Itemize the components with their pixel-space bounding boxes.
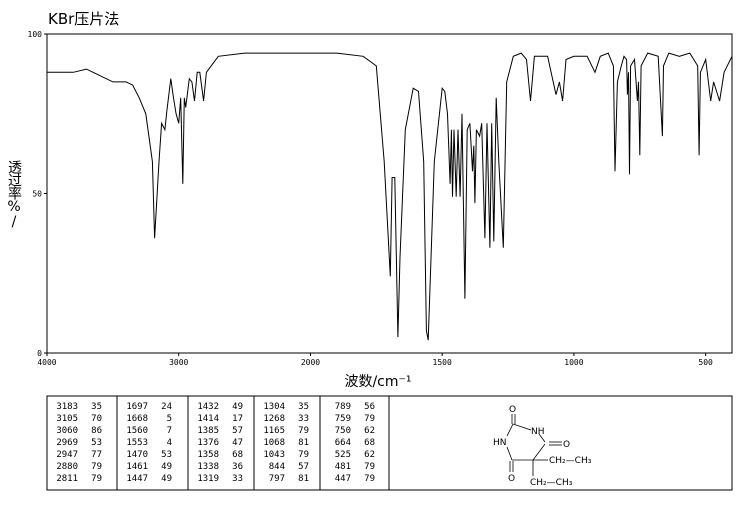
peak-wavenumber: 1068 xyxy=(263,438,285,448)
peak-transmittance: 36 xyxy=(232,462,243,472)
peak-wavenumber: 750 xyxy=(335,426,351,436)
peak-transmittance: 49 xyxy=(161,462,172,472)
atom-label: NH xyxy=(531,427,545,437)
bond xyxy=(532,443,546,461)
peak-wavenumber: 1165 xyxy=(263,426,285,436)
peak-transmittance: 79 xyxy=(91,474,102,484)
peak-transmittance: 79 xyxy=(298,426,309,436)
bond xyxy=(506,423,514,437)
peak-wavenumber: 1461 xyxy=(126,462,148,472)
peak-wavenumber: 1358 xyxy=(197,450,219,460)
peak-transmittance: 53 xyxy=(161,450,172,460)
peak-wavenumber: 1338 xyxy=(197,462,219,472)
bond xyxy=(538,433,546,443)
peak-transmittance: 79 xyxy=(364,414,375,424)
peak-transmittance: 35 xyxy=(91,402,102,412)
peak-transmittance: 35 xyxy=(298,402,309,412)
x-axis-label: 波数/cm⁻¹ xyxy=(344,374,411,390)
atom-label: O xyxy=(509,405,516,415)
peak-wavenumber: 3060 xyxy=(56,426,78,436)
peak-transmittance: 77 xyxy=(91,450,102,460)
spectrum-line xyxy=(47,52,733,341)
peak-wavenumber: 1319 xyxy=(197,474,219,484)
peak-transmittance: 17 xyxy=(232,414,243,424)
y-tick-label: 50 xyxy=(32,190,42,199)
peak-wavenumber: 447 xyxy=(335,474,351,484)
peak-wavenumber: 2880 xyxy=(56,462,78,472)
x-tick-label: 1500 xyxy=(433,358,452,367)
peak-wavenumber: 1697 xyxy=(126,402,148,412)
peak-transmittance: 24 xyxy=(161,402,172,412)
peak-transmittance: 49 xyxy=(232,402,243,412)
peak-transmittance: 33 xyxy=(232,474,243,484)
y-tick-label: 100 xyxy=(28,30,43,39)
atom-label: CH₂—CH₃ xyxy=(530,478,573,488)
peak-transmittance: 68 xyxy=(364,438,375,448)
peak-wavenumber: 2947 xyxy=(56,450,78,460)
bond xyxy=(512,423,532,431)
peak-wavenumber: 759 xyxy=(335,414,351,424)
peak-wavenumber: 1432 xyxy=(197,402,219,412)
peak-transmittance: 47 xyxy=(232,438,243,448)
plot-frame xyxy=(46,33,733,354)
peak-wavenumber: 3183 xyxy=(56,402,78,412)
peak-wavenumber: 1268 xyxy=(263,414,285,424)
peak-transmittance: 62 xyxy=(364,450,375,460)
chart-title: KBr压片法 xyxy=(48,10,119,28)
peak-wavenumber: 1668 xyxy=(126,414,148,424)
peak-transmittance: 57 xyxy=(232,426,243,436)
peak-wavenumber: 2969 xyxy=(56,438,78,448)
peak-transmittance: 86 xyxy=(91,426,102,436)
x-tick-label: 3000 xyxy=(169,358,188,367)
structure: O NH O HN O CH₂—CH₃ CH₂—CH₃ xyxy=(493,405,592,488)
peak-transmittance: 5 xyxy=(167,414,172,424)
atom-label: O xyxy=(563,440,570,450)
peak-transmittance: 57 xyxy=(298,462,309,472)
x-tick-label: 4000 xyxy=(37,358,56,367)
peak-wavenumber: 525 xyxy=(335,450,351,460)
peak-wavenumber: 3105 xyxy=(56,414,78,424)
peak-wavenumber: 789 xyxy=(335,402,351,412)
atom-label: O xyxy=(508,474,515,484)
peak-transmittance: 81 xyxy=(298,474,309,484)
peak-wavenumber: 1470 xyxy=(126,450,148,460)
peak-wavenumber: 1447 xyxy=(126,474,148,484)
peak-wavenumber: 1553 xyxy=(126,438,148,448)
peak-transmittance: 53 xyxy=(91,438,102,448)
y-tick-label: 0 xyxy=(37,349,42,358)
x-tick-label: 500 xyxy=(698,358,713,367)
x-tick-label: 1000 xyxy=(564,358,583,367)
peak-transmittance: 70 xyxy=(91,414,102,424)
peak-wavenumber: 1304 xyxy=(263,402,285,412)
peak-wavenumber: 481 xyxy=(335,462,351,472)
peak-wavenumber: 1043 xyxy=(263,450,285,460)
peak-wavenumber: 844 xyxy=(269,462,285,472)
peak-transmittance: 81 xyxy=(298,438,309,448)
peak-transmittance: 79 xyxy=(364,474,375,484)
peak-wavenumber: 664 xyxy=(335,438,351,448)
peak-transmittance: 33 xyxy=(298,414,309,424)
atom-label: HN xyxy=(493,438,507,448)
x-tick-label: 2000 xyxy=(301,358,320,367)
peak-transmittance: 4 xyxy=(167,438,172,448)
peak-transmittance: 79 xyxy=(298,450,309,460)
peak-wavenumber: 797 xyxy=(269,474,285,484)
peak-wavenumber: 2811 xyxy=(56,474,78,484)
peak-transmittance: 49 xyxy=(161,474,172,484)
peak-transmittance: 7 xyxy=(167,426,172,436)
peak-transmittance: 62 xyxy=(364,426,375,436)
y-axis-label: 透过率%/ xyxy=(6,160,22,229)
bond xyxy=(506,446,513,461)
atom-label: CH₂—CH₃ xyxy=(549,456,592,466)
peak-wavenumber: 1385 xyxy=(197,426,219,436)
peak-wavenumber: 1376 xyxy=(197,438,219,448)
peak-transmittance: 56 xyxy=(364,402,375,412)
peak-transmittance: 79 xyxy=(91,462,102,472)
peak-transmittance: 68 xyxy=(232,450,243,460)
peak-transmittance: 79 xyxy=(364,462,375,472)
peak-wavenumber: 1414 xyxy=(197,414,219,424)
peak-wavenumber: 1560 xyxy=(126,426,148,436)
